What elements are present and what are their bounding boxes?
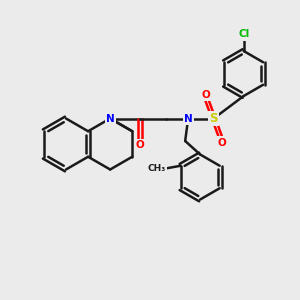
Text: CH₃: CH₃: [148, 164, 166, 173]
Text: Cl: Cl: [238, 29, 249, 40]
Text: O: O: [201, 89, 210, 100]
Text: N: N: [106, 113, 115, 124]
Text: S: S: [209, 112, 218, 125]
Text: O: O: [218, 137, 226, 148]
Text: N: N: [184, 113, 193, 124]
Text: O: O: [136, 140, 145, 150]
